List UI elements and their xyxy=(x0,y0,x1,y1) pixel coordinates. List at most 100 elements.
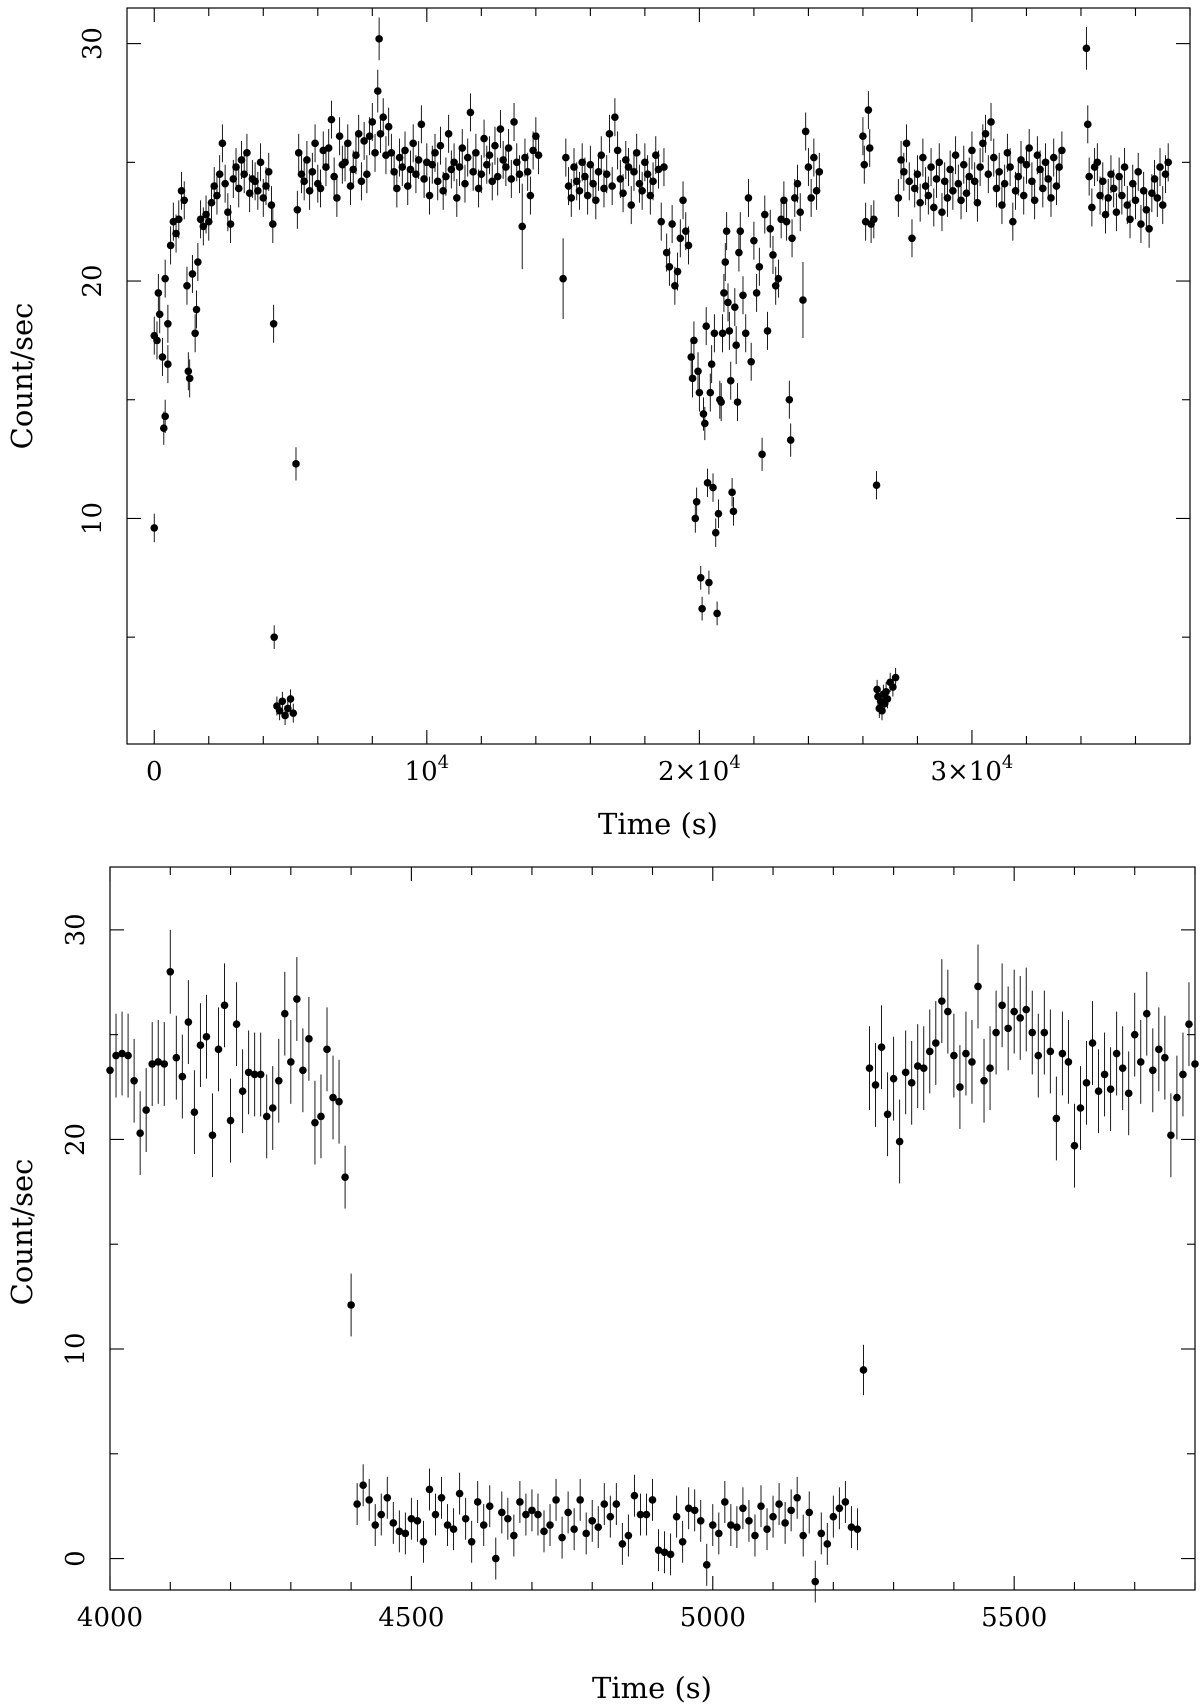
top-panel-data-point xyxy=(690,336,698,345)
top-panel-data-point xyxy=(562,153,570,162)
top-panel-data-point xyxy=(935,158,944,167)
bottom-panel-data-point xyxy=(835,1504,844,1513)
bottom-panel-data-point xyxy=(962,1049,970,1058)
bottom-panel-data-point xyxy=(311,1118,319,1127)
top-panel-data-point xyxy=(297,170,306,178)
top-panel-data-point xyxy=(913,170,922,178)
bottom-panel-data-point xyxy=(1004,1024,1012,1033)
top-panel-data-point xyxy=(166,241,175,250)
bottom-panel-data-point xyxy=(956,1083,964,1091)
bottom-panel-data-point xyxy=(1124,1089,1133,1098)
bottom-panel-data-point xyxy=(763,1525,771,1534)
top-panel-error-bars xyxy=(153,17,1169,726)
top-panel-data-point xyxy=(929,203,938,212)
top-panel-data-point xyxy=(714,509,723,518)
top-panel-data-point xyxy=(1039,184,1047,193)
top-panel-tick-labels: 10 20 30 0 104 2×104 3×104 xyxy=(78,27,1013,787)
top-panel-data-point xyxy=(275,706,284,715)
bottom-panel-data-point xyxy=(684,1504,693,1513)
top-panel-x-tick-label: 3×104 xyxy=(931,752,1014,787)
bottom-panel-data-point xyxy=(1173,1093,1181,1102)
top-panel-data-point xyxy=(807,194,815,202)
top-panel-data-point xyxy=(532,132,540,141)
top-panel-data-point xyxy=(692,498,701,506)
top-panel-data-point xyxy=(1153,194,1162,202)
top-panel-data-point xyxy=(183,281,191,290)
top-panel-data-point xyxy=(788,234,796,243)
bottom-panel-data-point xyxy=(305,1035,313,1043)
top-panel-data-point xyxy=(766,225,775,233)
top-panel-data-point xyxy=(1058,146,1066,155)
bottom-panel-data-point xyxy=(1028,1028,1037,1037)
bottom-panel-data-point xyxy=(335,1097,343,1106)
bottom-panel-data-point xyxy=(721,1498,729,1506)
top-panel-data-point xyxy=(949,187,957,195)
bottom-panel-data-point xyxy=(142,1106,150,1114)
bottom-panel-data-point xyxy=(558,1533,566,1542)
top-panel-data-point xyxy=(567,194,576,202)
top-panel-data-point xyxy=(159,424,168,433)
top-panel-data-point xyxy=(1041,158,1050,167)
top-panel-data-point xyxy=(810,153,818,162)
top-panel-y-tick-label: 10 xyxy=(78,502,108,535)
top-panel-data-point xyxy=(488,177,497,186)
bottom-panel-data-point xyxy=(1016,1014,1024,1022)
top-panel-data-point xyxy=(711,528,720,537)
top-panel-data-point xyxy=(278,697,287,706)
top-panel-data-point xyxy=(905,177,914,186)
top-panel-data-point xyxy=(204,217,213,226)
bottom-panel-data-point xyxy=(528,1506,536,1515)
bottom-panel-data-point xyxy=(654,1546,663,1554)
bottom-panel-data-point xyxy=(112,1051,120,1060)
bottom-panel-data-point xyxy=(287,1058,295,1066)
top-panel-data-point xyxy=(341,158,349,167)
top-panel-data-point xyxy=(968,146,976,155)
top-panel-data-point xyxy=(420,175,428,183)
top-panel-data-point xyxy=(284,704,292,713)
bottom-panel-data-point xyxy=(329,1093,337,1102)
top-panel-data-point xyxy=(512,158,521,167)
top-panel-data-point xyxy=(354,130,363,138)
bottom-panel-data-point xyxy=(1179,1070,1187,1079)
top-panel-data-point xyxy=(232,163,240,171)
top-panel-data-point xyxy=(726,376,735,385)
top-panel-data-point xyxy=(458,144,467,152)
top-panel-data-point xyxy=(1014,172,1023,181)
bottom-panel-data-point xyxy=(419,1538,428,1546)
bottom-panel-data-point xyxy=(1100,1070,1109,1079)
top-panel-data-point xyxy=(333,194,341,202)
bottom-panel-data-point xyxy=(1034,1051,1043,1060)
top-panel-data-point xyxy=(365,132,374,141)
top-panel-data-point xyxy=(269,220,277,228)
top-panel-data-point xyxy=(951,151,960,159)
top-panel-data-point xyxy=(786,436,795,444)
bottom-panel-y-tick-label: 0 xyxy=(61,1550,91,1567)
bottom-panel-data-point xyxy=(347,1301,355,1309)
top-panel-data-point xyxy=(150,524,159,532)
top-panel-data-point xyxy=(1142,206,1151,214)
top-panel-data-point xyxy=(860,160,869,169)
top-panel-data-point xyxy=(221,179,229,188)
bottom-panel-data-point xyxy=(1088,1039,1097,1047)
top-panel-data-point xyxy=(439,187,447,195)
top-panel-data-point xyxy=(371,149,379,157)
bottom-panel-data-point xyxy=(594,1523,603,1531)
top-panel-data-point xyxy=(564,182,573,190)
bottom-panel-data-point xyxy=(148,1060,156,1068)
top-panel-data-point xyxy=(184,367,193,376)
bottom-panel-data-point xyxy=(1130,1030,1139,1039)
top-panel-data-point xyxy=(515,170,524,178)
bottom-panel-data-point xyxy=(395,1527,404,1536)
bottom-panel-data-point xyxy=(618,1540,627,1548)
top-panel-data-point xyxy=(638,187,646,195)
top-panel-data-point xyxy=(790,194,799,202)
top-panel-data-point xyxy=(761,210,769,219)
bottom-panel-data-point xyxy=(1010,1007,1018,1016)
bottom-panel-data-point xyxy=(546,1521,554,1529)
bottom-panel-data-point xyxy=(775,1500,783,1508)
top-panel-data-point xyxy=(735,248,743,257)
top-panel-data-point xyxy=(668,220,676,228)
top-panel-x-tick-label: 0 xyxy=(146,757,163,787)
bottom-panel-data-point xyxy=(769,1512,777,1521)
